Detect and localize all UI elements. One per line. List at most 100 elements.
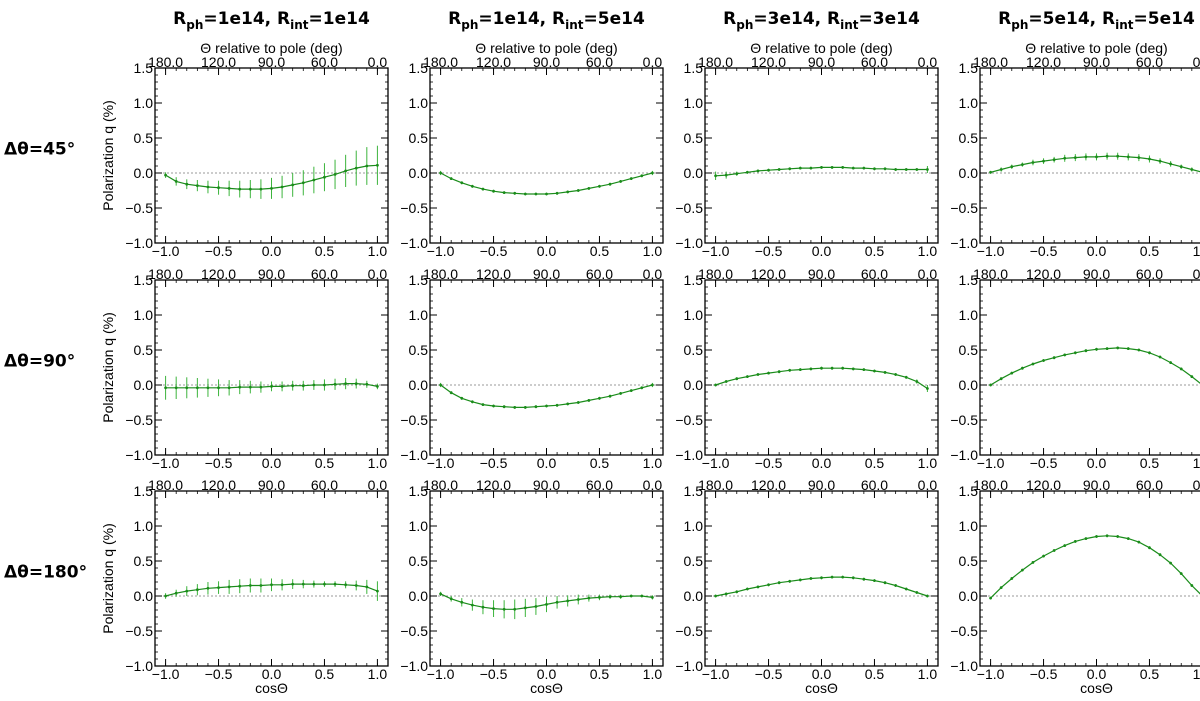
- data-point: [1084, 155, 1088, 159]
- data-point: [1084, 537, 1088, 540]
- row-label-1: Δθ=45°: [4, 140, 75, 160]
- data-point: [1052, 549, 1056, 552]
- top-axis-label: Θ relative to pole (deg): [1025, 40, 1167, 56]
- data-point: [1158, 553, 1162, 557]
- data-point: [851, 367, 855, 371]
- data-point: [449, 177, 453, 181]
- data-point: [185, 589, 189, 593]
- y-tick-label: −0.5: [400, 412, 428, 428]
- top-tick-label: 180.0: [973, 266, 1008, 282]
- data-point: [1148, 157, 1151, 161]
- panel-frame: [429, 279, 664, 456]
- data-point: [640, 174, 644, 178]
- x-tick-label: −0.5: [1030, 666, 1058, 682]
- panel-frame: [154, 67, 389, 244]
- data-point: [1010, 577, 1014, 580]
- data-point: [1179, 165, 1183, 169]
- data-point: [1126, 155, 1130, 159]
- x-tick-label: 0.0: [812, 243, 832, 259]
- top-tick-label: 180.0: [423, 266, 458, 282]
- top-tick-label: 90.0: [808, 477, 835, 493]
- data-point: [270, 385, 273, 388]
- data-point: [280, 185, 284, 189]
- data-point: [206, 386, 210, 390]
- data-point: [999, 168, 1003, 171]
- data-point: [280, 583, 284, 587]
- data-point: [830, 575, 834, 579]
- data-point: [365, 164, 369, 168]
- data-point: [439, 592, 442, 596]
- data-point: [735, 377, 739, 381]
- x-tick-label: 1.0: [1193, 455, 1200, 471]
- data-point: [164, 173, 167, 177]
- data-point: [270, 583, 273, 587]
- data-point: [460, 181, 464, 185]
- top-axis-label: Θ relative to pole (deg): [750, 40, 892, 56]
- panel-r2-c1: −1.0 −0.5 0.0 0.5 1.0 180.0 120.0 90.0 60.0 0.0 −1…: [125, 266, 389, 471]
- data-point: [777, 581, 781, 585]
- top-tick-label: 90.0: [1083, 54, 1110, 70]
- data-point: [1042, 359, 1045, 362]
- data-point: [1169, 361, 1173, 364]
- data-point: [259, 385, 263, 389]
- data-point: [470, 400, 474, 404]
- data-point: [238, 187, 242, 191]
- x-tick-label: −1.0: [977, 243, 1005, 259]
- data-point: [851, 166, 855, 170]
- x-tick-label: −1.0: [702, 455, 730, 471]
- top-tick-label: 0.0: [368, 54, 388, 70]
- top-tick-label: 180.0: [148, 477, 183, 493]
- top-tick-label: 120.0: [201, 54, 236, 70]
- data-point: [999, 586, 1003, 589]
- data-point: [259, 187, 263, 191]
- top-tick-label: 0.0: [918, 477, 938, 493]
- data-point: [608, 394, 612, 398]
- data-point: [1126, 537, 1130, 540]
- series-line: [440, 384, 653, 408]
- top-tick-label: 90.0: [258, 477, 285, 493]
- data-point: [227, 187, 231, 190]
- x-tick-label: 0.0: [262, 455, 282, 471]
- x-tick-label: 0.5: [590, 455, 610, 471]
- data-point: [576, 189, 580, 192]
- x-tick-label: 1.0: [918, 243, 938, 259]
- top-tick-label: 120.0: [476, 54, 511, 70]
- data-point: [270, 187, 273, 190]
- data-point: [502, 405, 506, 409]
- data-point: [989, 596, 992, 600]
- x-tick-label: 0.0: [537, 243, 557, 259]
- top-tick-label: 0.0: [1193, 266, 1200, 282]
- data-point: [1148, 546, 1151, 550]
- x-tick-label: 1.0: [368, 455, 388, 471]
- data-point: [555, 191, 559, 195]
- data-point: [1095, 535, 1098, 538]
- data-point: [1105, 154, 1109, 158]
- panel-r1-c2: −1.0 −0.5 0.0 0.5 1.0 180.0 120.0 90.0 60.0 0.0 Θ …: [400, 40, 664, 259]
- x-tick-label: 0.5: [865, 666, 885, 682]
- y-tick-label: 1.0: [134, 518, 154, 534]
- data-point: [217, 186, 220, 190]
- x-tick-label: −1.0: [977, 455, 1005, 471]
- series-line: [715, 367, 928, 390]
- y-axis-label: Polarization q (%): [100, 312, 116, 423]
- data-point: [460, 396, 464, 400]
- y-tick-label: 0.0: [409, 377, 429, 393]
- row-label-2: Δθ=90°: [4, 352, 75, 372]
- y-tick-label: 0.5: [959, 553, 979, 569]
- y-tick-label: 0.5: [409, 553, 429, 569]
- data-point: [449, 597, 453, 601]
- data-point: [926, 168, 929, 171]
- data-point: [1052, 356, 1056, 360]
- data-point: [841, 575, 845, 579]
- top-tick-label: 120.0: [476, 266, 511, 282]
- x-tick-label: 1.0: [368, 666, 388, 682]
- y-tick-label: −0.5: [950, 412, 978, 428]
- x-tick-label: 1.0: [643, 666, 663, 682]
- data-point: [470, 184, 474, 188]
- data-point: [164, 386, 167, 390]
- data-point: [1148, 351, 1151, 355]
- data-point: [841, 166, 845, 169]
- data-point: [598, 396, 601, 400]
- x-tick-label: 1.0: [643, 455, 663, 471]
- y-tick-label: −1.0: [950, 235, 978, 251]
